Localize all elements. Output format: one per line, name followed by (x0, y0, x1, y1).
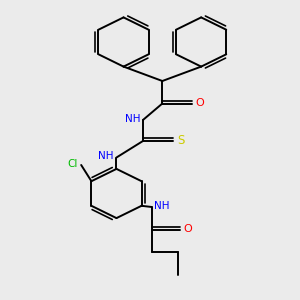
Text: NH: NH (98, 151, 114, 161)
Text: NH: NH (125, 114, 141, 124)
Text: S: S (177, 134, 184, 148)
Text: O: O (196, 98, 205, 109)
Text: O: O (183, 224, 192, 235)
Text: Cl: Cl (67, 159, 77, 169)
Text: NH: NH (154, 201, 170, 211)
